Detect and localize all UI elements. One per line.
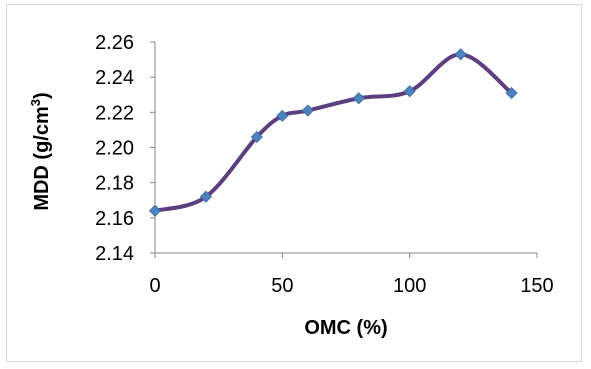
y-tick-label: 2.22: [95, 102, 134, 124]
x-tick-label: 0: [149, 275, 160, 297]
x-axis-title: OMC (%): [304, 317, 387, 339]
y-axis-title-superscript: 3: [28, 99, 43, 106]
data-point-marker: [403, 85, 416, 98]
data-point-marker: [505, 86, 518, 100]
y-axis-title-suffix: ): [31, 92, 53, 99]
y-axis-ticks: 2.14 2.16 2.18 2.20 2.22 2.24 2.26: [95, 32, 155, 265]
data-point-marker: [199, 190, 212, 203]
x-tick-label: 150: [520, 275, 553, 297]
y-tick-label: 2.18: [95, 173, 134, 195]
y-axis-title-prefix: MDD (g/cm: [31, 106, 53, 210]
chart-frame: [6, 4, 582, 362]
y-axis-title: MDD (g/cm3): [28, 92, 53, 210]
data-point-marker: [276, 109, 289, 122]
series-line: [153, 52, 514, 213]
y-tick-label: 2.20: [95, 138, 134, 160]
data-points: [148, 48, 518, 217]
x-axis-ticks: 0 50 100 150: [149, 253, 554, 297]
data-point-marker: [148, 204, 162, 217]
data-point-marker: [352, 92, 365, 105]
data-point-marker: [454, 48, 467, 61]
y-tick-label: 2.26: [95, 32, 134, 54]
data-point-marker: [250, 130, 263, 144]
y-tick-label: 2.14: [95, 243, 134, 265]
data-point-marker: [301, 104, 314, 117]
x-tick-label: 100: [393, 275, 426, 297]
y-tick-label: 2.24: [95, 67, 134, 89]
x-tick-label: 50: [271, 275, 293, 297]
y-tick-label: 2.16: [95, 208, 134, 230]
